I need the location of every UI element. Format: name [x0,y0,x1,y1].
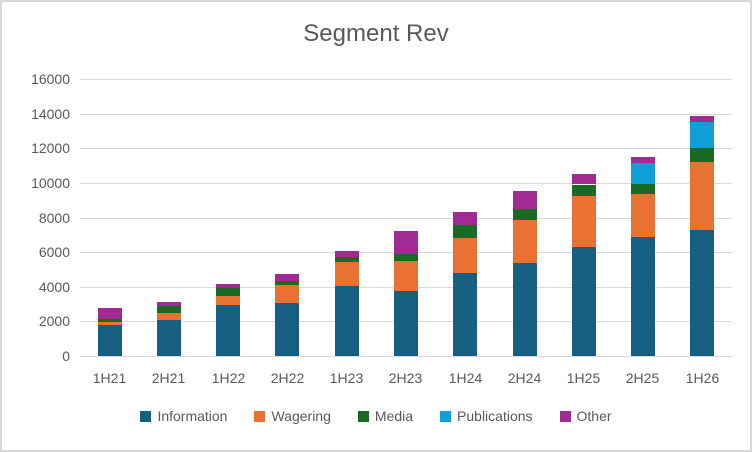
bar-segment-wagering-2h23[interactable] [394,261,418,291]
bar-segment-information-2h25[interactable] [631,237,655,356]
bar-segment-other-2h22[interactable] [275,274,299,281]
y-axis-tick-label: 10000 [31,175,70,191]
legend-label: Information [157,408,228,424]
y-axis-tick-label: 4000 [38,279,70,295]
y-axis-tick-label: 12000 [31,140,70,156]
x-axis-tick-label: 1H23 [329,370,364,386]
gridline [80,114,732,115]
y-axis-tick-label: 16000 [31,71,70,87]
bar-segment-other-2h24[interactable] [513,191,537,209]
bar-segment-other-1h21[interactable] [98,308,122,319]
bar-segment-information-1h22[interactable] [216,305,240,356]
legend-swatch-icon [140,410,152,422]
bar-segment-information-1h21[interactable] [98,325,122,356]
bar-segment-wagering-2h22[interactable] [275,285,299,303]
bar-segment-other-2h21[interactable] [157,302,181,306]
legend-item-publications[interactable]: Publications [440,408,533,424]
bar-segment-other-2h23[interactable] [394,231,418,254]
bar-segment-wagering-1h22[interactable] [216,296,240,305]
bar-segment-media-1h24[interactable] [453,225,477,238]
bar-segment-other-1h26[interactable] [690,116,714,122]
bar-segment-information-2h21[interactable] [157,320,181,356]
x-axis-tick-label: 1H24 [448,370,483,386]
legend-label: Other [576,408,612,424]
bar-segment-information-1h26[interactable] [690,230,714,356]
gridline [80,183,732,184]
legend-item-wagering[interactable]: Wagering [254,408,331,424]
bar-segment-wagering-2h24[interactable] [513,220,537,263]
gridline [80,356,732,357]
x-axis-tick-label: 2H25 [625,370,660,386]
bar-segment-other-1h24[interactable] [453,212,477,225]
bar-segment-wagering-2h25[interactable] [631,194,655,237]
y-axis-tick-label: 14000 [31,106,70,122]
x-axis-tick-label: 2H22 [270,370,305,386]
x-axis-tick-label: 2H21 [151,370,186,386]
gridline [80,148,732,149]
gridline [80,218,732,219]
x-axis-tick-label: 1H26 [685,370,720,386]
bar-segment-media-2h23[interactable] [394,253,418,261]
bar-segment-wagering-1h21[interactable] [98,322,122,325]
bar-segment-media-1h22[interactable] [216,288,240,296]
bar-segment-information-2h24[interactable] [513,263,537,356]
bar-segment-wagering-1h24[interactable] [453,238,477,273]
legend-swatch-icon [559,410,571,422]
bar-segment-wagering-1h25[interactable] [572,195,596,247]
legend-item-information[interactable]: Information [140,408,227,424]
y-axis-tick-label: 0 [62,348,70,364]
bar-segment-media-2h21[interactable] [157,306,181,313]
bar-segment-other-1h23[interactable] [335,251,359,257]
x-axis-tick-label: 2H23 [388,370,423,386]
y-axis-tick-label: 8000 [38,210,70,226]
x-axis-tick-label: 1H21 [92,370,127,386]
bar-segment-other-1h22[interactable] [216,284,240,288]
y-axis-tick-label: 2000 [38,313,70,329]
bar-segment-information-1h23[interactable] [335,286,359,356]
bar-segment-media-1h21[interactable] [98,319,122,322]
bar-segment-wagering-1h26[interactable] [690,162,714,230]
bar-segment-publications-2h25[interactable] [631,163,655,184]
bar-segment-media-1h25[interactable] [572,185,596,196]
bar-segment-information-1h24[interactable] [453,273,477,356]
bar-segment-wagering-1h23[interactable] [335,262,359,286]
legend-label: Publications [457,408,533,424]
x-axis-tick-label: 1H25 [566,370,601,386]
x-axis-tick-label: 1H22 [211,370,246,386]
bar-segment-other-2h25[interactable] [631,157,655,163]
bar-segment-information-2h22[interactable] [275,303,299,356]
x-axis-tick-label: 2H24 [507,370,542,386]
bar-segment-wagering-2h21[interactable] [157,313,181,320]
bar-segment-information-2h23[interactable] [394,291,418,356]
bar-segment-media-2h25[interactable] [631,184,655,194]
bar-segment-information-1h25[interactable] [572,247,596,356]
bar-segment-publications-1h26[interactable] [690,122,714,148]
legend-label: Wagering [271,408,331,424]
bar-segment-other-1h25[interactable] [572,174,596,184]
bar-segment-media-1h23[interactable] [335,257,359,262]
legend: Information Wagering Media Publications Othe… [2,408,750,424]
legend-swatch-icon [357,410,369,422]
legend-swatch-icon [440,410,452,422]
y-axis-tick-label: 6000 [38,244,70,260]
bar-segment-media-2h22[interactable] [275,281,299,285]
legend-item-other[interactable]: Other [559,408,612,424]
legend-swatch-icon [254,410,266,422]
bar-segment-media-1h26[interactable] [690,148,714,162]
gridline [80,79,732,80]
chart-title: Segment Rev [303,20,449,47]
bar-segment-media-2h24[interactable] [513,209,537,220]
legend-label: Media [374,408,414,424]
legend-item-media[interactable]: Media [357,408,414,424]
